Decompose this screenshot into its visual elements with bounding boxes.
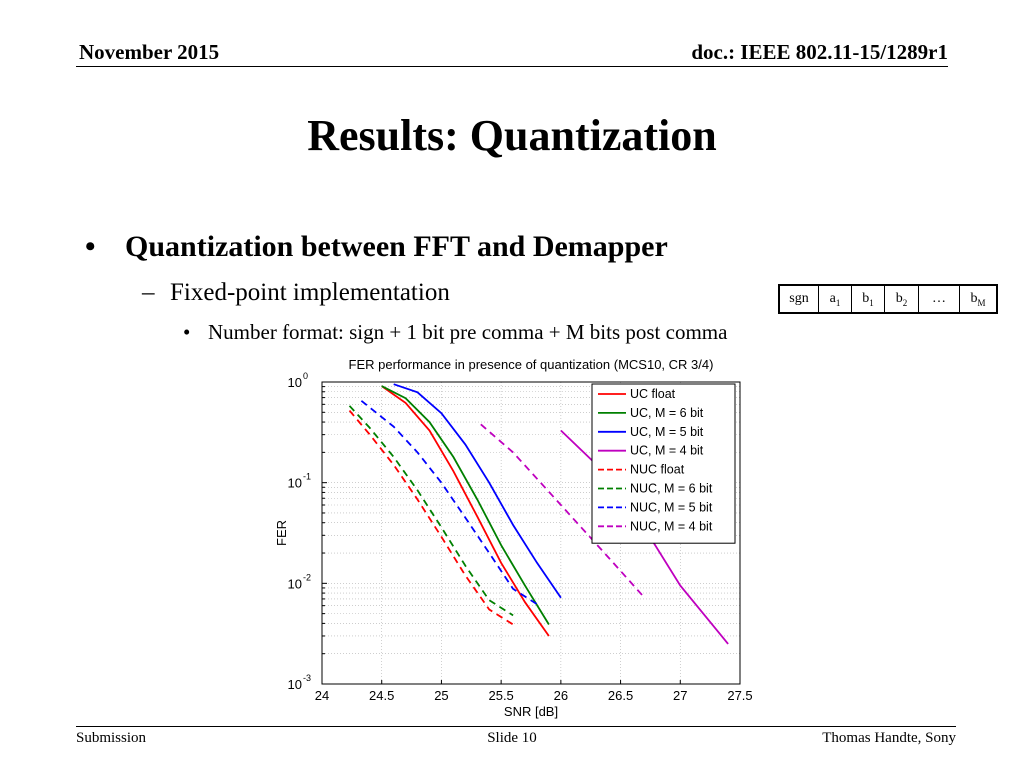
bit-cell-ellipsis: … [919,286,960,312]
footer-divider [76,726,956,727]
chart-legend: UC float UC, M = 6 bit UC, M = 5 bit UC, M … [591,383,736,544]
bit-cell-a1: a1 [819,286,852,312]
plot-frame [321,381,741,685]
bullet-level2: – Fixed-point implementation [142,279,450,307]
bit-cell-b2: b2 [885,286,919,312]
bit-cell-sign: sgn [780,286,819,312]
legend-entry: NUC, M = 5 bit [630,500,713,514]
series-line-7 [480,423,646,599]
y-tick-label: 10 [288,375,302,390]
y-tick-label: 10 [288,576,302,591]
legend-box [591,383,736,544]
y-tick-label: 10 [288,677,302,692]
series-line-0 [381,385,550,637]
x-tick-label: 24.5 [369,688,394,703]
legend-entry: NUC, M = 6 bit [630,482,713,496]
header-date: November 2015 [79,40,220,64]
y-axis-label: FER [274,520,289,546]
legend-entry: UC, M = 4 bit [630,444,704,458]
footer-left: Submission [76,730,147,746]
series-line-1 [381,385,550,625]
y-tick-exponent: -2 [303,572,311,582]
x-tick-label: 26 [554,688,568,703]
bullet-level3-text: Number format: sign + 1 bit pre comma + … [208,320,728,344]
x-axis-label: SNR [dB] [504,704,558,719]
series-line-4 [348,410,514,626]
slide-title: Results: Quantization [307,111,717,160]
header-doc-id: doc.: IEEE 802.11-15/1289r1 [691,40,948,64]
legend-entry: UC, M = 6 bit [630,406,704,420]
bullet-level1: • Quantization between FFT and Demapper [85,230,668,264]
legend-entry: NUC, M = 4 bit [630,519,713,533]
y-tick-exponent: -1 [303,472,311,482]
series-line-2 [393,383,562,599]
footer-slide-number: Slide 10 [487,730,537,746]
bullet-marker-small: • [183,320,191,344]
x-tick-label: 27 [673,688,687,703]
bit-cell-bm: bM [970,291,986,308]
legend-entry: UC float [630,387,676,401]
dash-marker: – [142,279,155,306]
series-line-5 [348,405,514,617]
x-tick-label: 26.5 [608,688,633,703]
y-tick-exponent: 0 [303,371,308,381]
header-divider [76,66,948,67]
x-tick-label: 25.5 [488,688,513,703]
legend-entry: UC, M = 5 bit [630,425,704,439]
bullet-level3: • Number format: sign + 1 bit pre comma +… [183,320,727,345]
x-tick-label: 27.5 [727,688,752,703]
bullet-level2-text: Fixed-point implementation [170,279,450,306]
bit-format-diagram: sgn a1 b1 b2 … bM [778,284,998,314]
bullet-level1-text: Quantization between FFT and Demapper [125,230,668,263]
legend-entry: NUC float [630,463,685,477]
chart-title: FER performance in presence of quantizat… [349,357,714,372]
footer-author: Thomas Handte, Sony [822,730,956,746]
bullet-marker: • [85,230,96,263]
x-tick-label: 25 [434,688,448,703]
series-line-6 [360,400,538,605]
bit-cell-b1: b1 [852,286,885,312]
x-tick-label: 24 [315,688,329,703]
y-tick-label: 10 [288,476,302,491]
y-tick-exponent: -3 [303,673,311,683]
